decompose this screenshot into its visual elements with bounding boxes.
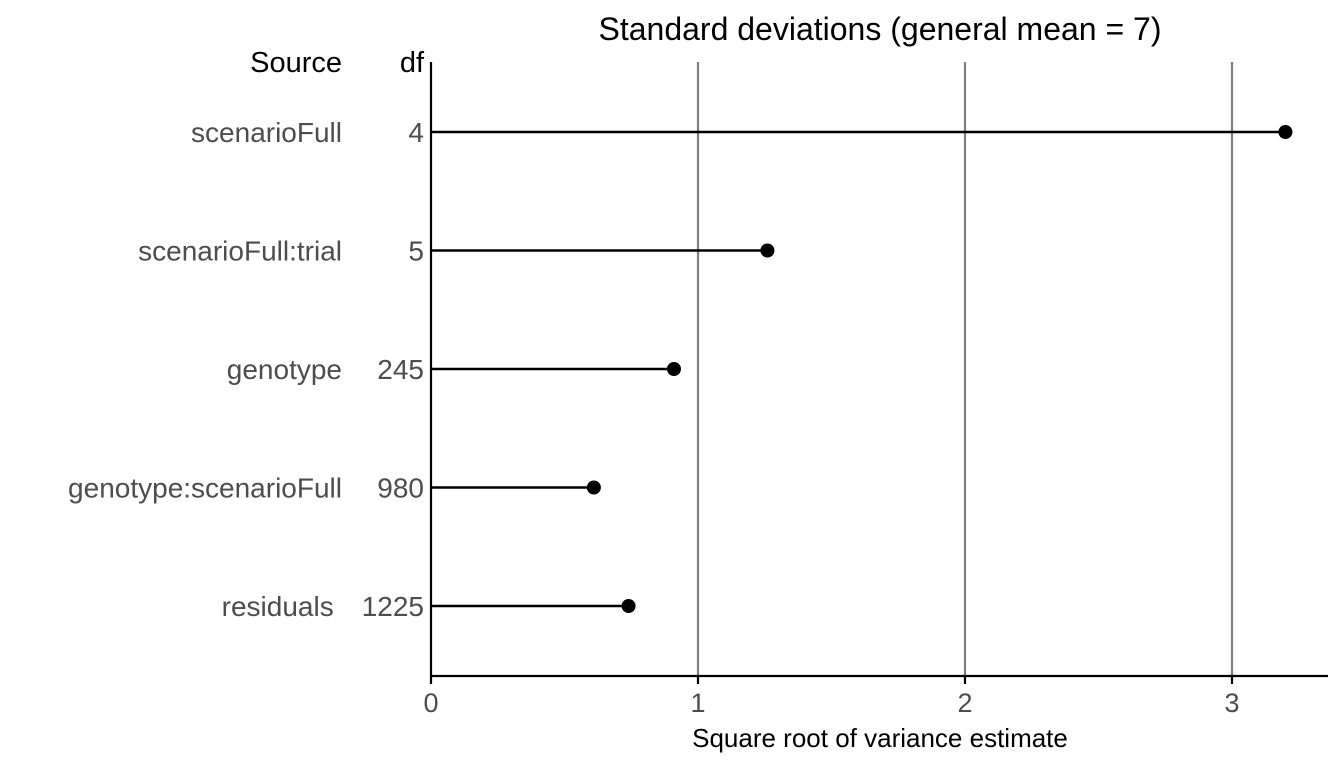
- axes: [429, 62, 1328, 684]
- row-label-source: scenarioFull: [191, 117, 342, 148]
- row-label-source: residuals: [222, 591, 334, 622]
- row-label-df: 980: [377, 473, 424, 504]
- row-label-df: 245: [377, 354, 424, 385]
- data-marks: [431, 125, 1293, 613]
- lollipop-point: [621, 599, 636, 613]
- lollipop-point: [666, 362, 681, 376]
- grid-lines: [696, 62, 1234, 676]
- header-df: df: [400, 47, 425, 79]
- row-label-source: genotype:scenarioFull: [68, 473, 342, 504]
- header-source: Source: [250, 47, 342, 79]
- x-tick-label: 3: [1224, 688, 1239, 718]
- lollipop-point: [1278, 125, 1293, 139]
- x-tick-label: 0: [423, 688, 438, 718]
- row-label-source: genotype: [227, 354, 342, 385]
- x-tick-labels: 0 1 2 3: [423, 688, 1239, 718]
- x-tick-label: 2: [957, 688, 972, 718]
- x-tick-label: 1: [690, 688, 705, 718]
- lollipop-point: [586, 480, 601, 495]
- lollipop-point: [760, 243, 775, 258]
- row-label-df: 4: [408, 117, 424, 148]
- row-label-df: 5: [408, 236, 424, 267]
- chart-title: Standard deviations (general mean = 7): [598, 11, 1161, 47]
- row-label-df: 1225: [362, 591, 424, 622]
- row-label-source: scenarioFull:trial: [138, 236, 342, 267]
- row-labels: scenarioFull 4 scenarioFull:trial 5 genotype…: [68, 117, 424, 622]
- x-axis-label: Square root of variance estimate: [692, 723, 1068, 753]
